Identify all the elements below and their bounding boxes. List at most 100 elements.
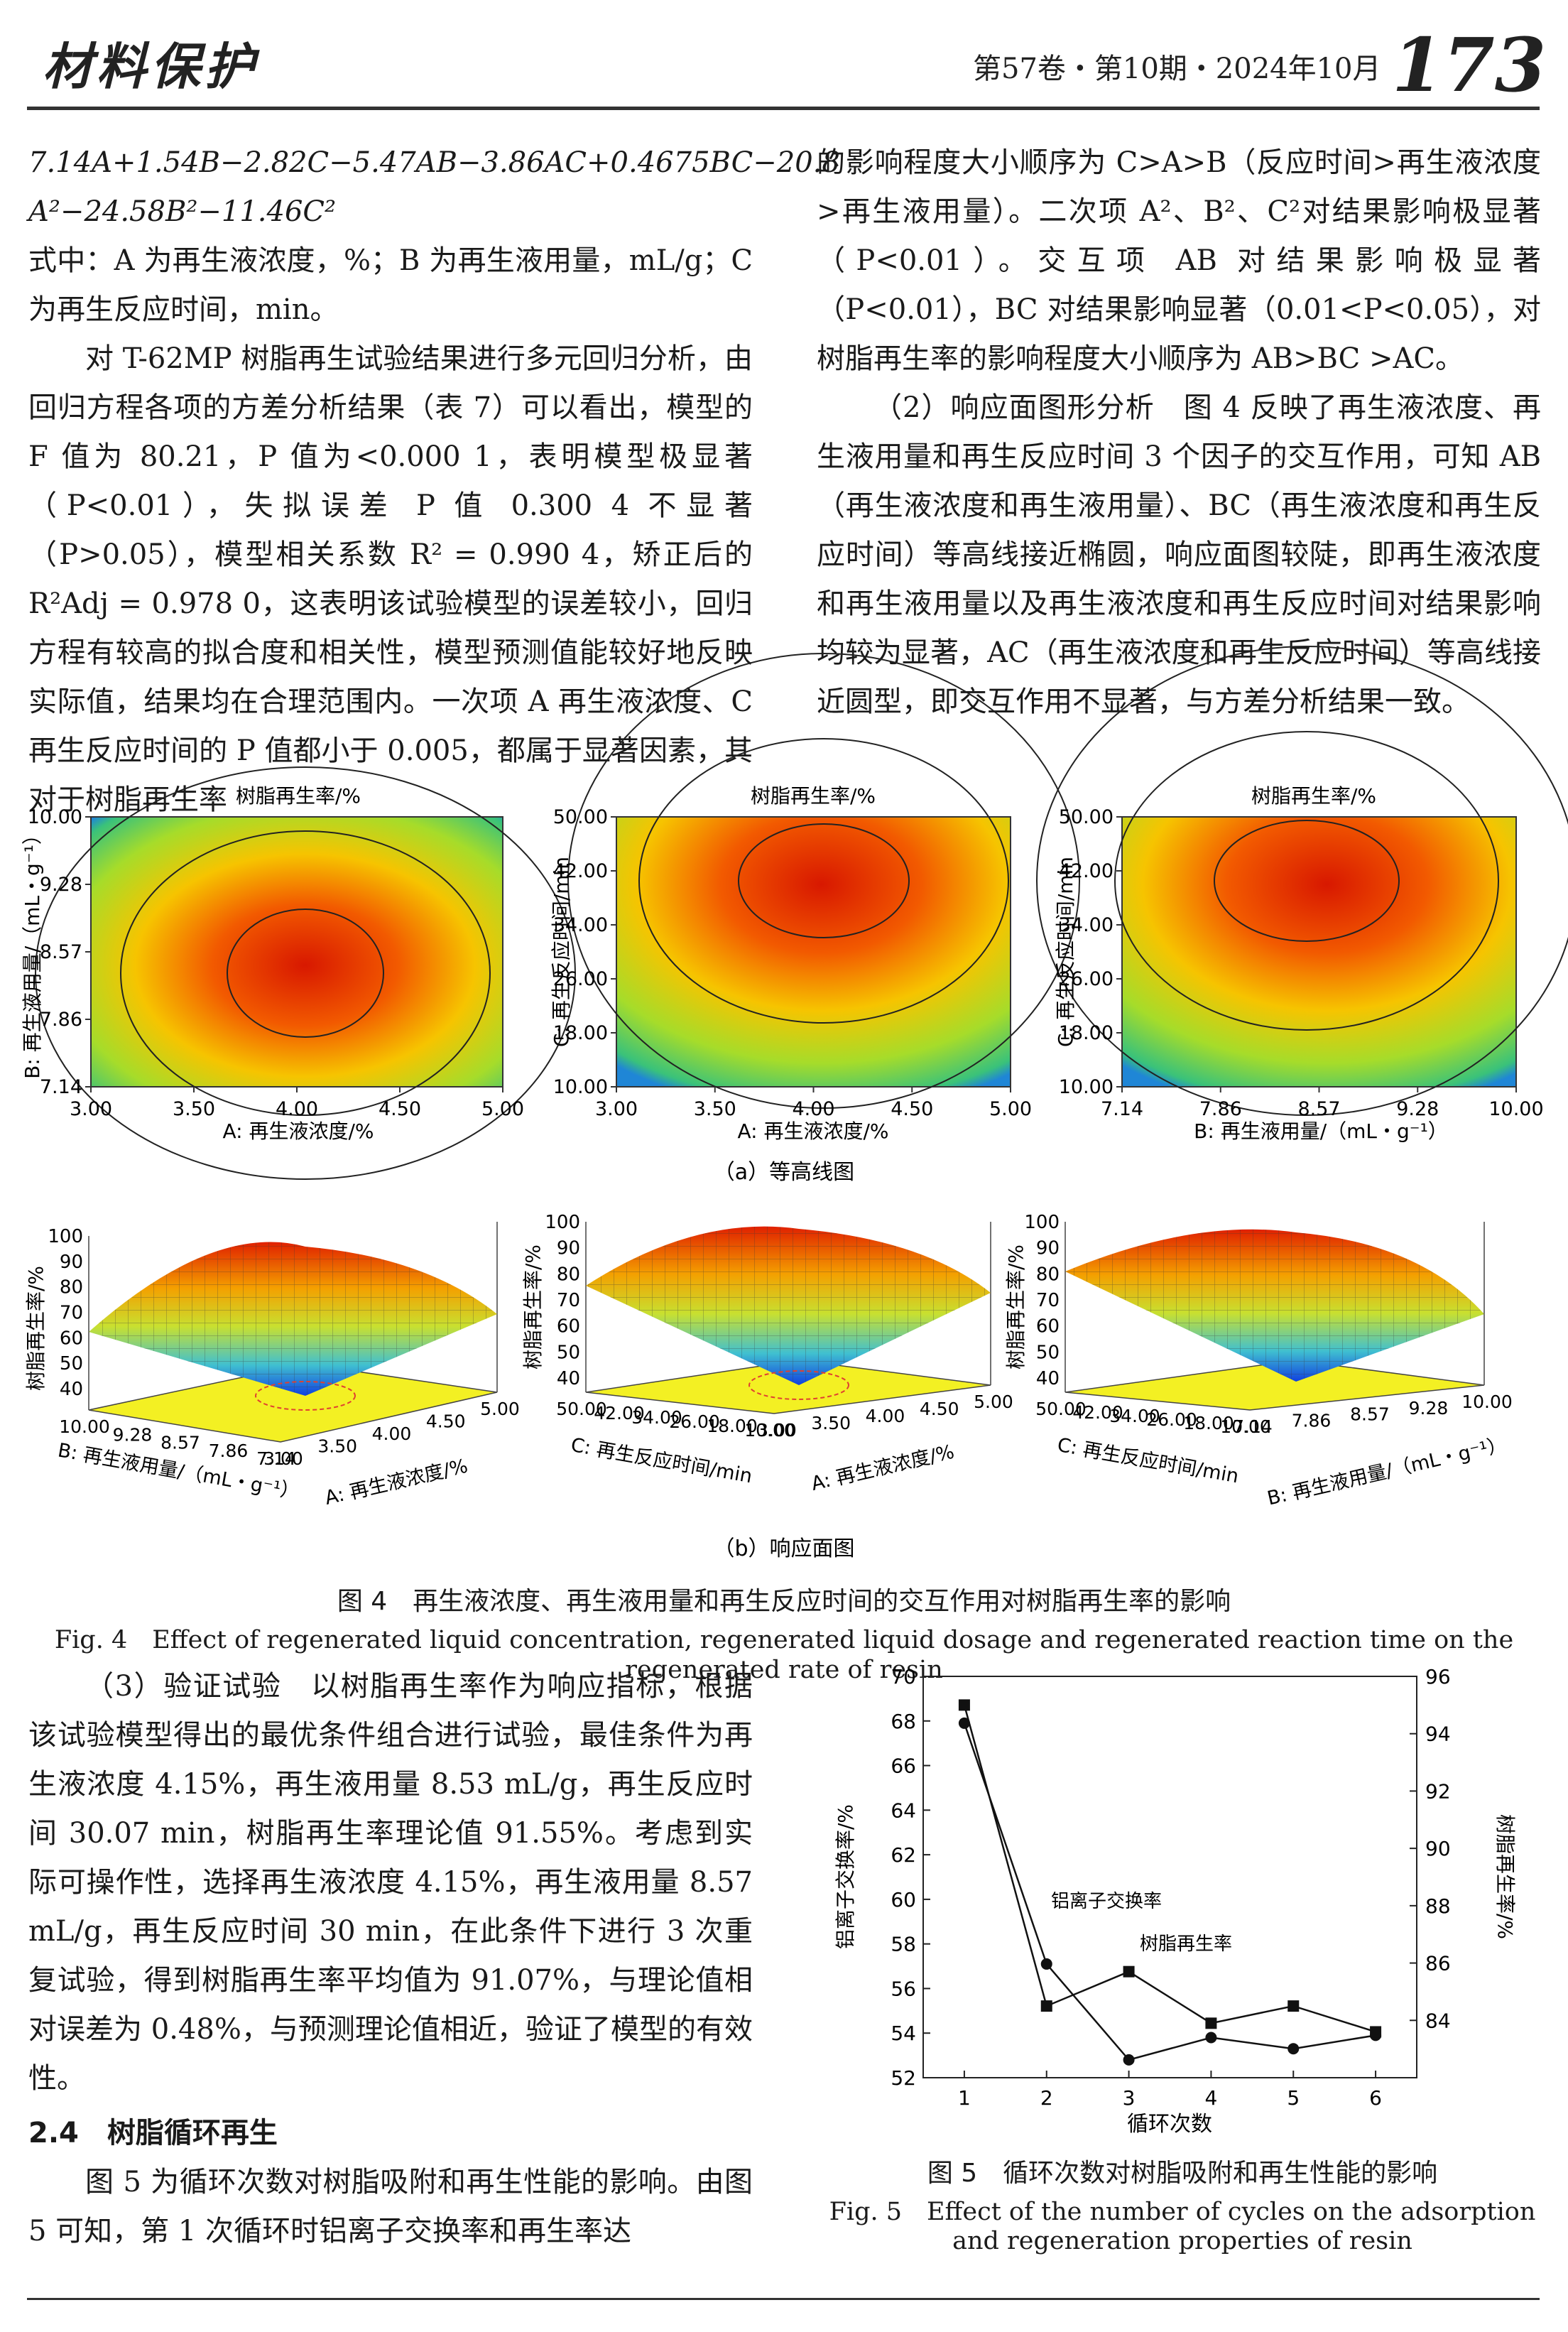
- z-tick-label: 90: [1036, 1238, 1060, 1259]
- x-ticks: 7.14 7.86 8.57 9.28 10.00: [1101, 1087, 1544, 1120]
- y-tick-label: 50.00: [556, 1399, 607, 1419]
- y-axis-label: C: 再生反应时间/min: [1055, 1434, 1240, 1487]
- equation-line-2: A²−24.58B²−11.46C²: [28, 195, 337, 228]
- contour-line: [638, 738, 1009, 1024]
- y-tick-label: 10.00: [553, 1076, 608, 1098]
- x-tick-label: 3.50: [811, 1413, 851, 1433]
- left-tick-label: 66: [891, 1755, 916, 1778]
- x-tick-label: 7.14: [1101, 1098, 1143, 1120]
- left-tick-label: 70: [891, 1665, 916, 1688]
- left-column-top: 7.14A+1.54B−2.82C−5.47AB−3.86AC+0.4675BC…: [28, 139, 840, 825]
- x-ticks: 7.14 7.86 8.57 9.28 10.00: [1233, 1392, 1513, 1437]
- y-axis-label: C: 再生反应时间/min: [550, 857, 573, 1047]
- x-tick-label: 5.00: [481, 1098, 524, 1120]
- x-tick-label: 4.00: [866, 1406, 905, 1426]
- x-tick-label: 3.50: [317, 1436, 357, 1457]
- z-tick-label: 50: [60, 1353, 83, 1374]
- series-label-aluminium: 铝离子交换率: [1051, 1891, 1162, 1912]
- y-tick-label: 18.00: [707, 1416, 758, 1436]
- right-tick-label: 96: [1425, 1665, 1451, 1688]
- x-axis-label: A: 再生液浓度/%: [323, 1455, 470, 1509]
- y-tick-label: 50.00: [1035, 1399, 1087, 1419]
- page-number: 173: [1392, 21, 1547, 109]
- y-tick-label: 34.00: [1059, 914, 1114, 936]
- x-axis-label: A: 再生液浓度/%: [737, 1119, 888, 1143]
- z-tick-label: 60: [60, 1328, 83, 1349]
- footer-rule: [27, 2298, 1540, 2300]
- regression-paragraph: 对 T-62MP 树脂再生试验结果进行多元回归分析，由回归方程各项的方差分析结果…: [28, 342, 753, 816]
- contour-panel-2: 树脂再生率/% 3.00 3.50 4.00 4.50 5.00 10.00 18.00 2…: [550, 653, 1080, 1143]
- y-tick-label: 18.00: [553, 1022, 608, 1044]
- contour-line: [1036, 646, 1568, 1116]
- contour-line: [227, 909, 384, 1038]
- z-ticks: 40 50 60 70 80 90 100: [48, 1226, 83, 1400]
- data-point-square: [1205, 2017, 1217, 2029]
- x-axis-label: A: 再生液浓度/%: [810, 1441, 957, 1495]
- contour-panel-3: 树脂再生率/% 7.14 7.86 8.57 9.28 10.00 10.00 18.00…: [1036, 646, 1568, 1143]
- y-tick-label: 18.00: [1059, 1022, 1114, 1044]
- x-ticks: 1 2 3 4 5 6: [958, 2071, 1382, 2110]
- y-tick-label: 9.28: [113, 1424, 153, 1445]
- y-ticks: 10.00 18.00 26.00 34.00 42.00 50.00: [553, 806, 616, 1098]
- x-tick-label: 5: [1287, 2086, 1300, 2110]
- x-ticks: 3.00 3.50 4.00 4.50 5.00: [757, 1392, 1013, 1441]
- y-tick-label: 34.00: [1109, 1406, 1160, 1426]
- x-tick-label: 3.00: [595, 1098, 638, 1120]
- x-tick-label: 4.00: [792, 1098, 834, 1120]
- z-ticks: 40 50 60 70 80 90 100: [1024, 1212, 1060, 1389]
- equation-line-1: 7.14A+1.54B−2.82C−5.47AB−3.86AC+0.4675BC…: [28, 146, 840, 179]
- y-tick-label: 10.00: [744, 1420, 795, 1441]
- right-column-top: 的影响程度大小顺序为 C>A>B（反应时间>再生液浓度>再生液用量）。二次项 A…: [817, 139, 1541, 727]
- y-tick-label: 26.00: [669, 1411, 720, 1432]
- x-tick-label: 9.28: [1409, 1398, 1449, 1419]
- left-tick-label: 54: [891, 2022, 916, 2045]
- x-tick-label: 4.00: [372, 1423, 412, 1444]
- y-axis-label: C: 再生反应时间/min: [569, 1434, 753, 1487]
- data-point-square: [1040, 2000, 1052, 2012]
- y-tick-label: 34.00: [553, 914, 608, 936]
- issue-info: 第57卷・第10期・2024年10月: [973, 53, 1381, 85]
- z-tick-label: 100: [48, 1226, 83, 1247]
- surface-analysis-paragraph: （2）响应面图形分析 图 4 反映了再生液浓度、再生液用量和再生反应时间 3 个…: [817, 391, 1541, 718]
- data-point-square: [1287, 2000, 1300, 2012]
- fig5-caption-en-1: Fig. 5 Effect of the number of cycles on…: [829, 2198, 1536, 2226]
- x-axis-label: 循环次数: [1127, 2112, 1212, 2137]
- y-ticks: 10.00 18.00 26.00 34.00 42.00 50.00: [1059, 806, 1122, 1098]
- z-tick-label: 100: [1024, 1212, 1060, 1233]
- fig5-caption-en-2: and regeneration properties of resin: [952, 2227, 1412, 2255]
- fig4-caption-en: Fig. 4 Effect of regenerated liquid conc…: [54, 1626, 1514, 1684]
- z-axis-label: 树脂再生率/%: [521, 1244, 545, 1370]
- x-ticks: 3.00 3.50 4.00 4.50 5.00: [70, 1087, 524, 1120]
- fig4-surfaces: 40 50 60 70 80 90 100 树脂再生率/% 3.00 3.50 4.00 4.50…: [24, 1212, 1513, 1561]
- surface-panel-1: 40 50 60 70 80 90 100 树脂再生率/% 3.00 3.50 4.00 4.50…: [24, 1222, 520, 1509]
- panel-title: 树脂再生率/%: [1251, 784, 1376, 808]
- x-axis-label: A: 再生液浓度/%: [222, 1119, 374, 1143]
- z-axis-label: 树脂再生率/%: [24, 1266, 48, 1391]
- z-tick-label: 90: [60, 1252, 83, 1273]
- contour-line: [120, 830, 491, 1116]
- y-tick-label: 8.57: [160, 1433, 200, 1453]
- contour-plot-area: [616, 816, 1011, 1088]
- z-tick-label: 70: [1036, 1290, 1060, 1311]
- verification-paragraph: （3）验证试验 以树脂再生率作为响应指标，根据该试验模型得出的最优条件组合进行试…: [28, 1670, 753, 2095]
- y-tick-label: 7.14: [40, 1076, 82, 1098]
- fig4-caption-cn: 图 4 再生液浓度、再生液用量和再生反应时间的交互作用对树脂再生率的影响: [337, 1587, 1231, 1616]
- y-tick-label: 26.00: [1146, 1409, 1197, 1430]
- x-tick-label: 7.86: [1292, 1410, 1332, 1431]
- subfigure-a-label: （a）等高线图: [714, 1160, 854, 1185]
- z-tick-label: 40: [1036, 1368, 1060, 1389]
- contour-line: [1214, 820, 1400, 942]
- series-label-regeneration: 树脂再生率: [1140, 1934, 1232, 1955]
- z-tick-label: 50: [557, 1342, 580, 1363]
- x-ticks: 3.00 3.50 4.00 4.50 5.00: [263, 1399, 520, 1469]
- data-point-square: [1123, 1965, 1135, 1978]
- section-heading: 2.4 树脂循环再生: [28, 2117, 278, 2149]
- plot-frame: [922, 1676, 1417, 2078]
- y-tick-label: 7.86: [209, 1441, 249, 1461]
- floor-contour: [748, 1370, 849, 1400]
- left-y-axis-label: 铝离子交换率/%: [834, 1804, 857, 1949]
- x-tick-label: 4.50: [920, 1399, 959, 1419]
- data-point-square: [958, 1699, 970, 1711]
